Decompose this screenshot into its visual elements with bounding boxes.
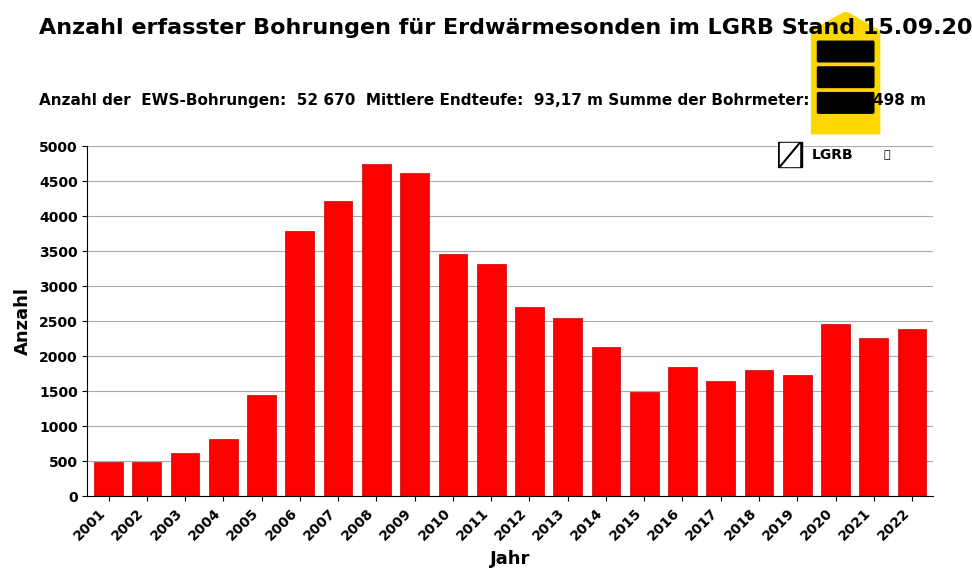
Bar: [592, 347, 620, 496]
Bar: [286, 231, 314, 496]
Bar: [209, 439, 238, 496]
Bar: [247, 395, 276, 496]
FancyBboxPatch shape: [817, 41, 874, 62]
FancyBboxPatch shape: [817, 67, 874, 88]
Bar: [362, 164, 391, 496]
Bar: [630, 392, 659, 496]
Bar: [859, 338, 888, 496]
Bar: [553, 318, 582, 496]
Bar: [778, 142, 802, 167]
Y-axis label: Anzahl: Anzahl: [14, 287, 32, 355]
Bar: [707, 381, 735, 496]
Text: Anzahl der  EWS-Bohrungen:  52 670  Mittlere Endteufe:  93,17 m Summe der Bohrme: Anzahl der EWS-Bohrungen: 52 670 Mittler…: [39, 93, 926, 109]
Bar: [400, 173, 429, 496]
Bar: [515, 307, 543, 496]
Bar: [782, 375, 812, 496]
Bar: [132, 462, 161, 496]
Text: ⛏: ⛏: [884, 150, 890, 160]
Bar: [781, 143, 799, 166]
Bar: [438, 254, 468, 496]
Bar: [821, 324, 850, 496]
Bar: [477, 265, 505, 496]
Bar: [668, 367, 697, 496]
X-axis label: Jahr: Jahr: [490, 551, 531, 568]
Bar: [171, 453, 199, 496]
Bar: [94, 462, 122, 496]
Bar: [898, 329, 926, 496]
Text: LGRB: LGRB: [812, 148, 853, 162]
Text: Anzahl erfasster Bohrungen für Erdwärmesonden im LGRB Stand 15.09.2023: Anzahl erfasster Bohrungen für Erdwärmes…: [39, 18, 972, 37]
Bar: [745, 370, 774, 496]
Bar: [324, 201, 353, 496]
FancyBboxPatch shape: [817, 93, 874, 113]
Polygon shape: [812, 12, 880, 134]
